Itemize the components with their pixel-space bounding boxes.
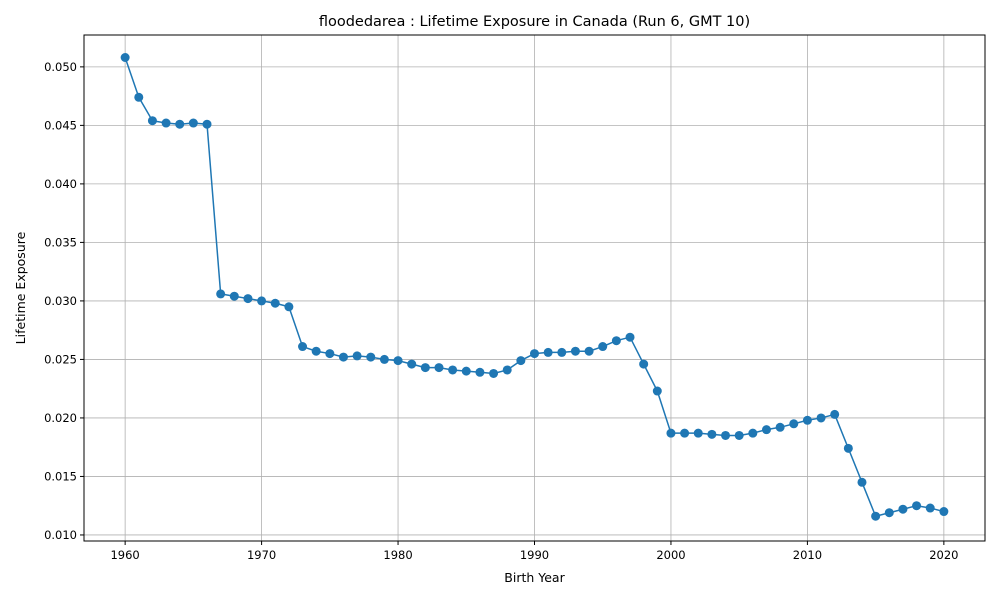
data-point [461, 366, 471, 376]
data-point [734, 430, 744, 440]
data-point [611, 336, 621, 346]
data-point [761, 425, 771, 435]
data-point [407, 359, 417, 369]
data-point [912, 501, 922, 511]
data-point [134, 92, 144, 102]
y-tick-label: 0.030 [44, 294, 77, 308]
data-point [298, 342, 308, 352]
y-tick-label: 0.035 [44, 235, 77, 249]
data-point [652, 386, 662, 396]
x-tick-label: 1970 [247, 548, 276, 562]
data-point [789, 419, 799, 429]
data-point [530, 349, 539, 359]
data-point [229, 291, 239, 301]
data-point [816, 413, 826, 423]
data-point [147, 116, 157, 126]
data-point [584, 346, 594, 356]
data-point [188, 118, 198, 128]
y-tick-label: 0.010 [44, 528, 77, 542]
data-point [721, 430, 731, 440]
data-point [284, 302, 294, 312]
data-point [707, 429, 717, 439]
x-tick-label: 1960 [110, 548, 139, 562]
data-point [120, 53, 130, 63]
x-axis: 1960 1970 1980 1990 2000 2010 2020 [110, 541, 959, 562]
x-tick-label: 2000 [656, 548, 685, 562]
x-tick-label: 1990 [520, 548, 549, 562]
y-tick-label: 0.020 [44, 411, 77, 425]
data-point [175, 119, 185, 129]
data-point [420, 363, 430, 373]
data-point [243, 294, 253, 304]
data-point [830, 409, 840, 419]
data-point [366, 352, 376, 362]
data-point [448, 365, 458, 375]
data-point [871, 511, 881, 521]
data-point [802, 415, 812, 425]
y-tick-label: 0.050 [44, 60, 77, 74]
data-point [639, 359, 649, 369]
data-point [489, 368, 499, 378]
data-point [598, 342, 608, 352]
data-point [516, 356, 526, 366]
data-point [939, 507, 949, 517]
y-axis-label: Lifetime Exposure [13, 231, 28, 344]
data-point [257, 296, 267, 306]
data-point [338, 352, 348, 362]
data-point [748, 428, 758, 438]
x-axis-label: Birth Year [504, 570, 565, 585]
data-point [925, 503, 935, 513]
data-point [502, 365, 512, 375]
data-point [775, 422, 785, 432]
data-point [884, 508, 894, 518]
data-point [379, 354, 389, 364]
chart-title: floodedarea : Lifetime Exposure in Canad… [319, 14, 750, 30]
data-point [680, 428, 690, 438]
data-point [270, 298, 280, 308]
x-tick-label: 2010 [793, 548, 822, 562]
data-point [202, 119, 212, 129]
y-tick-label: 0.045 [44, 118, 77, 132]
data-point [352, 351, 362, 361]
data-point [693, 428, 703, 438]
data-point [434, 363, 444, 373]
data-point [557, 347, 567, 357]
data-series [120, 53, 949, 521]
data-point [543, 347, 553, 357]
x-tick-label: 2020 [929, 548, 958, 562]
data-point [625, 332, 635, 342]
data-point [857, 477, 867, 487]
data-point [570, 346, 580, 356]
data-point [161, 118, 171, 128]
data-point [898, 504, 908, 514]
data-point [393, 356, 403, 366]
data-point [311, 346, 321, 356]
y-tick-label: 0.025 [44, 352, 77, 366]
y-tick-label: 0.015 [44, 469, 77, 483]
x-tick-label: 1980 [383, 548, 412, 562]
data-point [325, 349, 335, 359]
data-point [475, 367, 485, 377]
data-point [216, 289, 226, 299]
y-tick-label: 0.040 [44, 177, 77, 191]
data-point [666, 428, 676, 438]
data-point [843, 443, 853, 453]
y-axis: 0.010 0.015 0.020 0.025 0.030 0.035 0.040 0.045… [44, 60, 84, 542]
